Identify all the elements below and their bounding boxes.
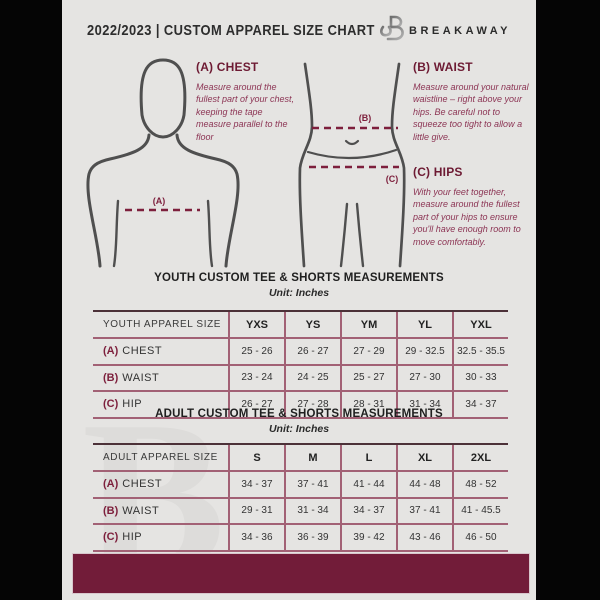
hips-heading: (C) HIPS [413, 165, 463, 179]
cell: 36 - 39 [284, 525, 340, 550]
breakaway-logo-icon [378, 14, 405, 49]
cell: 27 - 29 [340, 339, 396, 364]
youth-size-table: YOUTH APPAREL SIZE YXS YS YM YL YXL (A) … [93, 310, 508, 419]
adult-table-unit: Unit: Inches [268, 423, 330, 435]
hips-body-text: With your feet together, measure around … [413, 187, 521, 247]
cell: 27 - 28 [284, 392, 340, 417]
cell: 29 - 31 [228, 498, 284, 523]
cell: 31 - 34 [396, 392, 452, 417]
youth-table-title: YOUTH CUSTOM TEE & SHORTS MEASUREMENTS [154, 272, 444, 284]
waist-instructions: (B) WAIST Measure around your natural wa… [413, 60, 531, 143]
cell: 27 - 30 [396, 365, 452, 390]
cell: 26 - 27 [284, 339, 340, 364]
page-title: 2022/2023 | CUSTOM APPAREL SIZE CHART [87, 22, 375, 39]
cell: 41 - 44 [340, 472, 396, 497]
brand-name: BREAKAWAY [409, 25, 511, 37]
document-sheet: B 2022/2023 | CUSTOM APPAREL SIZE CHART … [62, 0, 536, 600]
cell: 43 - 46 [396, 525, 452, 550]
waist-body-text: Measure around your natural waistline – … [413, 82, 529, 142]
table-header-row: YOUTH APPAREL SIZE YXS YS YM YL YXL [93, 312, 508, 339]
column-header: YL [396, 312, 452, 337]
row-label: (A) CHEST [103, 345, 163, 358]
table-row: (C) HIP 26 - 27 27 - 28 28 - 31 31 - 34 … [93, 392, 508, 419]
chest-body-text: Measure around the fullest part of your … [196, 82, 295, 142]
chest-instructions: (A) CHEST Measure around the fullest par… [196, 60, 300, 143]
column-header: YM [340, 312, 396, 337]
cell: 39 - 42 [340, 525, 396, 550]
cell: 34 - 36 [228, 525, 284, 550]
cell: 48 - 52 [452, 472, 508, 497]
size-label-header: ADULT APPAREL SIZE [103, 452, 218, 463]
cell: 30 - 33 [452, 365, 508, 390]
hips-line-label: (C) [386, 174, 399, 184]
column-header: 2XL [452, 445, 508, 470]
waist-line-label: (B) [359, 113, 372, 123]
row-label: (B) WAIST [103, 504, 160, 517]
row-label: (A) CHEST [103, 478, 163, 491]
column-header: M [284, 445, 340, 470]
hips-instructions: (C) HIPS With your feet together, measur… [413, 165, 531, 248]
column-header: YS [284, 312, 340, 337]
table-header-row: ADULT APPAREL SIZE S M L XL 2XL [93, 445, 508, 472]
cell: 24 - 25 [284, 365, 340, 390]
cell: 29 - 32.5 [396, 339, 452, 364]
table-row: (A) CHEST 34 - 37 37 - 41 41 - 44 44 - 4… [93, 472, 508, 499]
table-row: (A) CHEST 25 - 26 26 - 27 27 - 29 29 - 3… [93, 339, 508, 366]
adult-size-table: ADULT APPAREL SIZE S M L XL 2XL (A) CHES… [93, 443, 508, 552]
cell: 37 - 41 [284, 472, 340, 497]
column-header: YXL [452, 312, 508, 337]
table-row: (B) WAIST 23 - 24 24 - 25 25 - 27 27 - 3… [93, 365, 508, 392]
cell: 25 - 27 [340, 365, 396, 390]
cell: 32.5 - 35.5 [452, 339, 508, 364]
table-row: (C) HIP 34 - 36 36 - 39 39 - 42 43 - 46 … [93, 525, 508, 552]
chest-heading: (A) CHEST [196, 60, 259, 74]
adult-table-title: ADULT CUSTOM TEE & SHORTS MEASUREMENTS [155, 408, 443, 420]
footer-accent-bar [72, 553, 530, 594]
column-header: YXS [228, 312, 284, 337]
cell: 28 - 31 [340, 392, 396, 417]
row-label: (C) HIP [103, 398, 143, 411]
column-header: L [340, 445, 396, 470]
size-label-header: YOUTH APPAREL SIZE [103, 319, 222, 330]
cell: 44 - 48 [396, 472, 452, 497]
cell: 34 - 37 [452, 392, 508, 417]
cell: 31 - 34 [284, 498, 340, 523]
cell: 37 - 41 [396, 498, 452, 523]
cell: 41 - 45.5 [452, 498, 508, 523]
row-label: (C) HIP [103, 531, 143, 544]
column-header: XL [396, 445, 452, 470]
table-row: (B) WAIST 29 - 31 31 - 34 34 - 37 37 - 4… [93, 498, 508, 525]
row-label: (B) WAIST [103, 371, 160, 384]
cell: 34 - 37 [228, 472, 284, 497]
column-header: S [228, 445, 284, 470]
cell: 23 - 24 [228, 365, 284, 390]
cell: 26 - 27 [228, 392, 284, 417]
waist-heading: (B) WAIST [413, 60, 473, 74]
cell: 34 - 37 [340, 498, 396, 523]
cell: 46 - 50 [452, 525, 508, 550]
youth-table-unit: Unit: Inches [268, 287, 330, 299]
chest-line-label: (A) [153, 196, 166, 206]
cell: 25 - 26 [228, 339, 284, 364]
